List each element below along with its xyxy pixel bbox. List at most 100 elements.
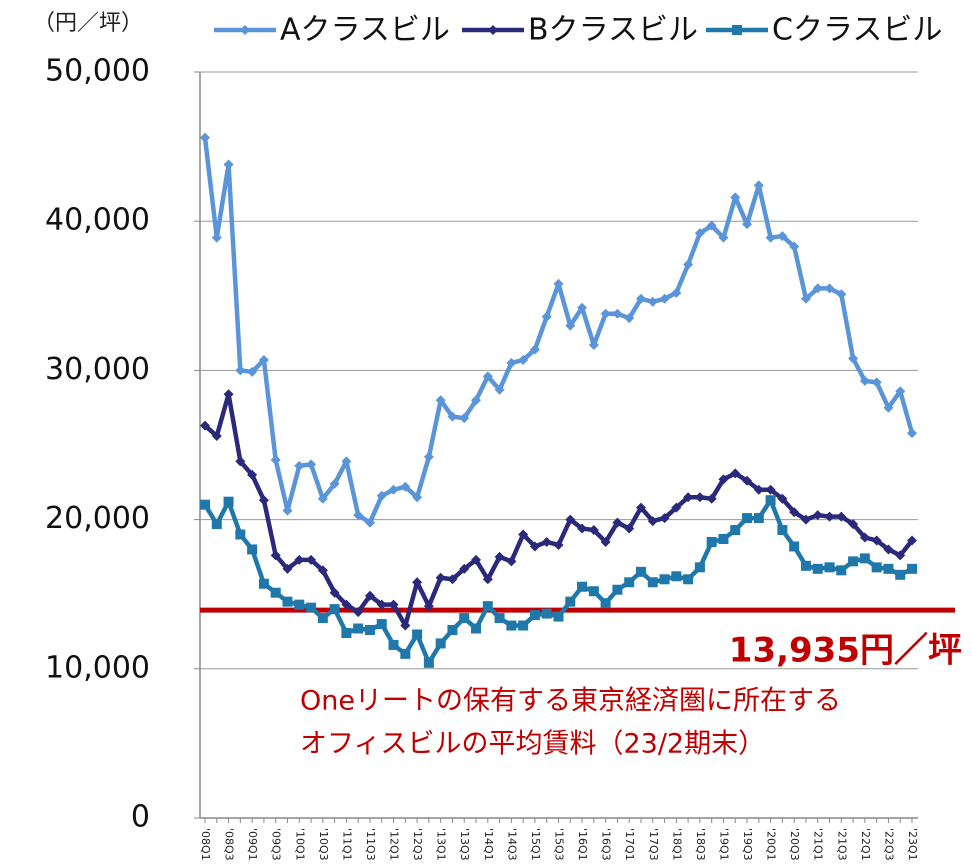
point <box>294 554 305 565</box>
point <box>706 536 717 547</box>
point <box>270 587 281 598</box>
point <box>812 563 823 574</box>
point <box>871 562 882 573</box>
x-tick-label: '21Q1 <box>812 828 825 861</box>
point <box>353 607 364 618</box>
point <box>848 519 859 530</box>
point <box>671 287 682 298</box>
point <box>789 241 800 252</box>
point <box>235 529 246 540</box>
x-tick-label: '17Q1 <box>623 828 636 861</box>
point <box>541 536 552 547</box>
point <box>895 550 906 561</box>
point <box>883 563 894 574</box>
point <box>459 613 470 624</box>
x-tick-label: '21Q3 <box>835 828 848 861</box>
point <box>647 296 658 307</box>
point <box>488 25 498 35</box>
point <box>482 601 493 612</box>
point <box>518 354 529 365</box>
point <box>506 556 517 567</box>
x-tick-label: '11Q3 <box>364 828 377 861</box>
reference-label: 13,935円／坪 <box>729 631 962 671</box>
y-tick-label: 40,000 <box>45 203 150 238</box>
point <box>529 541 540 552</box>
point <box>800 560 811 571</box>
point <box>624 313 635 324</box>
point <box>647 516 658 527</box>
point <box>765 232 776 243</box>
point <box>553 539 564 550</box>
point <box>836 565 847 576</box>
point <box>494 613 505 624</box>
x-tick-label: '08Q1 <box>199 828 212 861</box>
point <box>907 428 917 439</box>
point <box>471 554 482 565</box>
point <box>600 536 611 547</box>
legend-label: Aクラスビル <box>280 13 450 48</box>
point <box>282 596 293 607</box>
point <box>435 572 446 583</box>
legend-label: Bクラスビル <box>528 13 698 48</box>
point <box>211 519 222 530</box>
point <box>317 613 328 624</box>
point <box>871 535 882 546</box>
point <box>859 553 870 564</box>
point <box>789 507 800 518</box>
point <box>200 499 210 510</box>
point <box>647 577 658 588</box>
point <box>683 492 694 503</box>
point <box>753 484 764 495</box>
series <box>200 389 917 631</box>
point <box>588 525 599 536</box>
point <box>329 587 340 598</box>
y-tick-label: 0 <box>131 800 150 835</box>
point <box>588 586 599 597</box>
point <box>200 420 210 431</box>
point <box>294 599 305 610</box>
point <box>412 629 423 640</box>
point <box>282 505 293 516</box>
point <box>683 259 694 270</box>
point <box>635 502 646 513</box>
x-tick-label: '22Q3 <box>882 828 895 861</box>
point <box>459 563 470 574</box>
point <box>388 599 399 610</box>
point <box>258 495 269 506</box>
point <box>541 311 552 322</box>
point <box>706 220 717 231</box>
point <box>848 556 859 567</box>
point <box>388 639 399 650</box>
point <box>258 578 269 589</box>
point <box>482 574 493 585</box>
point <box>412 577 423 588</box>
point <box>859 532 870 543</box>
y-tick-label: 20,000 <box>45 501 150 536</box>
point <box>777 231 788 242</box>
point <box>494 551 505 562</box>
point <box>683 574 694 585</box>
point <box>777 493 788 504</box>
point <box>400 648 411 659</box>
point <box>235 365 246 376</box>
point <box>376 619 387 630</box>
point <box>671 571 682 582</box>
x-tick-label: '18Q3 <box>694 828 707 861</box>
x-tick-label: '13Q3 <box>458 828 471 861</box>
point <box>565 514 576 525</box>
point <box>848 353 859 364</box>
point <box>612 584 623 595</box>
point <box>753 513 764 524</box>
point <box>317 493 328 504</box>
point <box>376 490 387 501</box>
point <box>777 525 788 536</box>
point <box>732 25 742 35</box>
reference-note: Oneリートの保有する東京経済圏に所在する <box>300 686 841 717</box>
point <box>400 481 411 492</box>
point <box>423 601 434 612</box>
y-tick-label: 50,000 <box>45 54 150 89</box>
x-tick-label: '20Q1 <box>765 828 778 861</box>
point <box>635 293 646 304</box>
